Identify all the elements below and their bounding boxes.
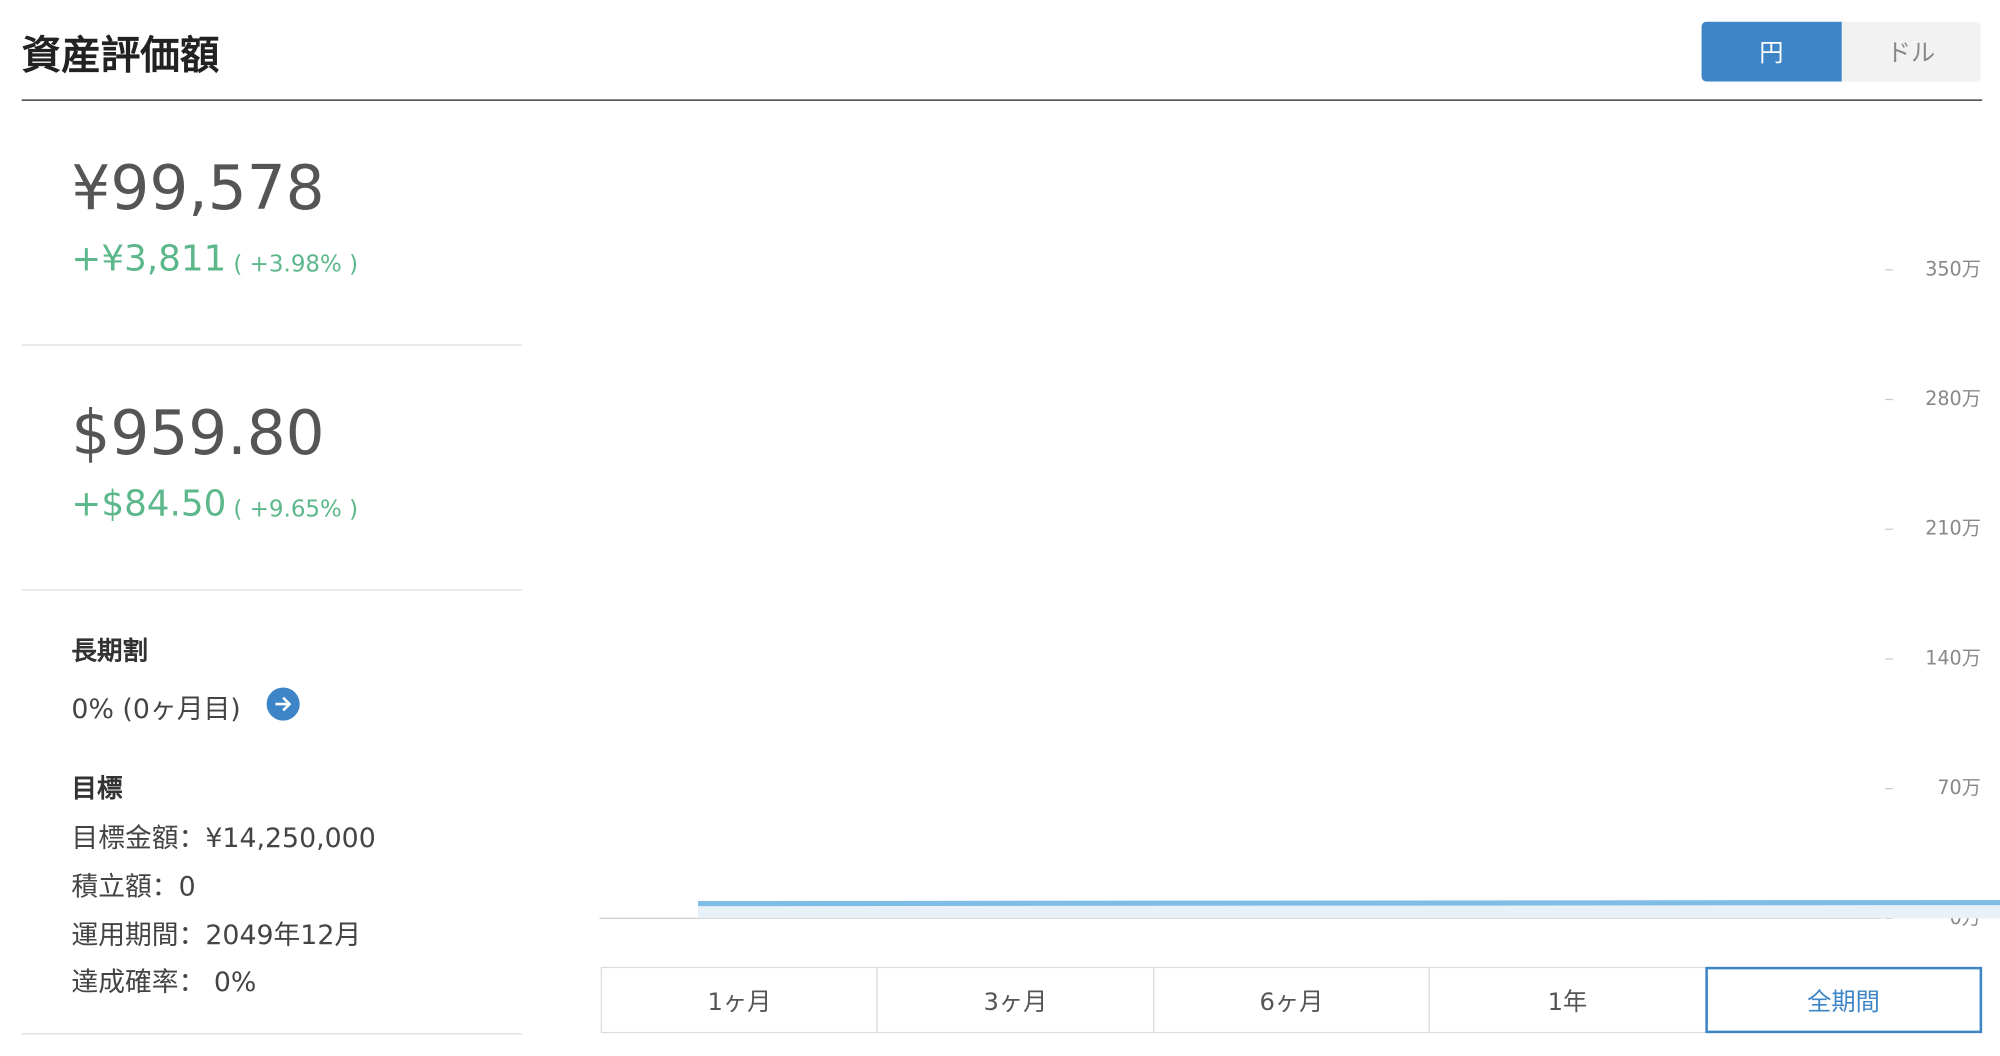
arrow-button[interactable] <box>266 687 300 721</box>
divider <box>21 1033 522 1035</box>
chart: 0万70万140万210万280万350万01/1903/2305/2607/2… <box>599 257 2000 929</box>
goal-item: 達成確率： 0% <box>71 966 257 998</box>
range-button[interactable]: 1年 <box>1428 966 1707 1034</box>
range-button[interactable]: 3ヶ月 <box>876 966 1155 1034</box>
usd-change-pct: ( +9.65% ) <box>233 496 359 523</box>
long-term-title: 長期割 <box>71 635 148 666</box>
jpy-change: +¥3,811 <box>71 237 227 280</box>
goal-item: 運用期間：2049年12月 <box>71 919 362 951</box>
currency-option[interactable]: ドル <box>1841 21 1981 82</box>
long-term-value: 0% (0ヶ月目) <box>71 693 241 725</box>
y-tick-label: 70万 <box>1937 776 1980 799</box>
line <box>698 900 2000 907</box>
divider <box>21 344 522 346</box>
y-tick-label: 280万 <box>1925 387 1981 410</box>
page-title: 資産評価額 <box>21 33 220 80</box>
y-tick-label: 210万 <box>1925 517 1981 540</box>
goal-title: 目標 <box>71 772 123 804</box>
header-rule <box>21 99 1983 101</box>
line-area <box>698 902 2000 919</box>
y-tick-label: 140万 <box>1925 646 1981 669</box>
y-tick-label: 350万 <box>1925 257 1981 280</box>
range-button[interactable]: 全期間 <box>1704 966 1983 1034</box>
goal-item: 積立額：0 <box>71 871 196 902</box>
range-button[interactable]: 1ヶ月 <box>600 966 879 1034</box>
jpy-amount: ¥99,578 <box>71 153 325 225</box>
jpy-change-pct: ( +3.98% ) <box>233 251 359 279</box>
range-button[interactable]: 6ヶ月 <box>1152 966 1431 1034</box>
usd-amount: $959.80 <box>71 397 325 470</box>
usd-change: +$84.50 <box>71 482 227 525</box>
currency-toggle: 円 ドル <box>1701 21 1981 82</box>
goal-item: 目標金額：¥14,250,000 <box>71 822 376 854</box>
currency-option[interactable]: 円 <box>1701 21 1842 82</box>
divider <box>21 589 522 591</box>
